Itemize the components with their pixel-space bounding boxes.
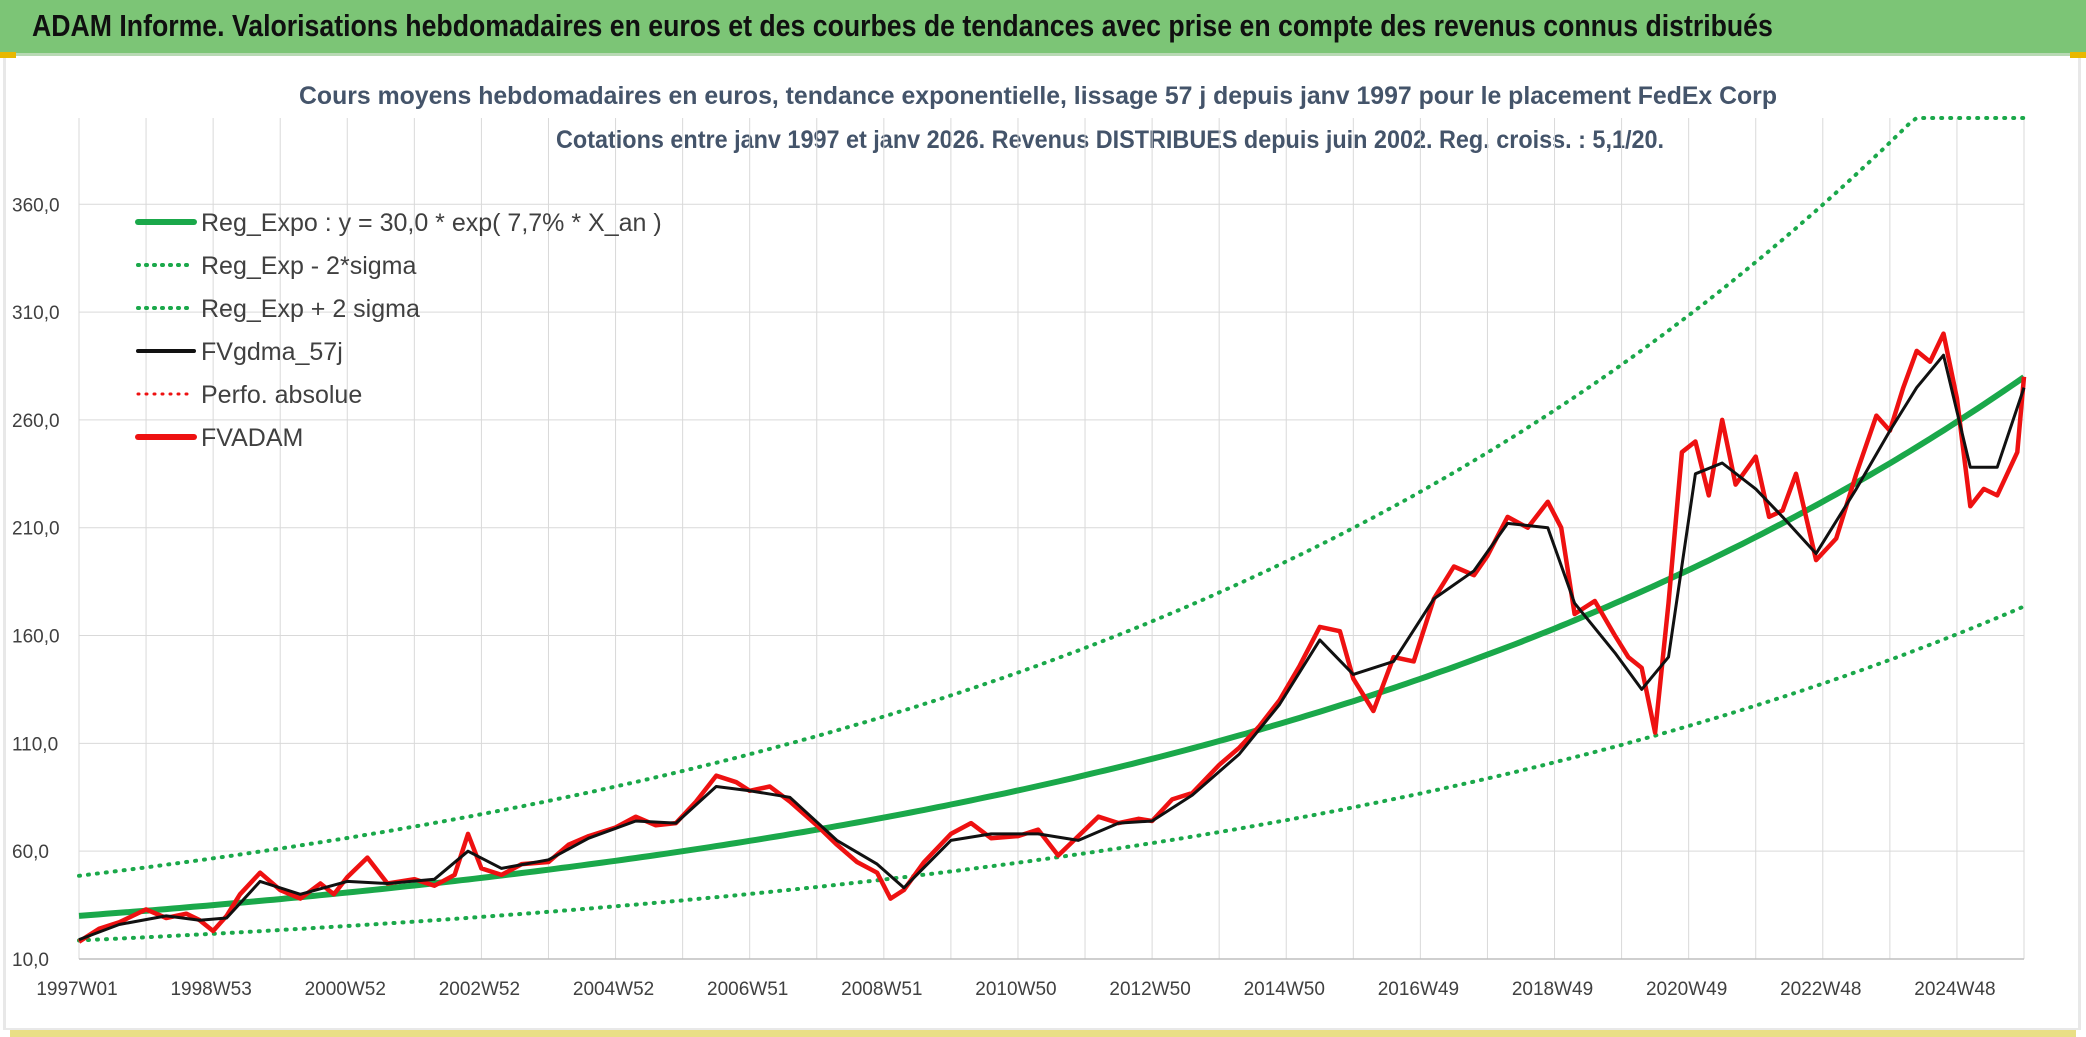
x-tick-label: 2018W49 bbox=[1512, 979, 1593, 1000]
legend-item: FVADAM bbox=[135, 424, 303, 452]
reg-exp-plus-2sigma-line bbox=[77, 116, 2026, 878]
legend-label: FVgdma_57j bbox=[201, 338, 343, 366]
chart-panel bbox=[3, 58, 2081, 1030]
y-tick-label: 10,0 bbox=[12, 950, 49, 971]
legend: Reg_Expo : y = 30,0 * exp( 7,7% * X_an )… bbox=[135, 209, 662, 452]
legend-item: Perfo. absolue bbox=[136, 381, 362, 409]
gridlines bbox=[78, 118, 2025, 960]
x-tick-label: 2014W50 bbox=[1244, 979, 1325, 1000]
chart-subtitle: Cotations entre janv 1997 et janv 2026. … bbox=[556, 126, 1664, 154]
y-tick-label: 360,0 bbox=[12, 195, 60, 216]
axis-labels: 10,0 60,0 110,0 160,0 210,0 260,0 310,0 360,0 19… bbox=[12, 195, 2024, 1000]
fvadam-series-line bbox=[77, 331, 2027, 944]
x-tick-label: 2010W50 bbox=[975, 979, 1056, 1000]
report-title: ADAM Informe. Valorisations hebdomadaire… bbox=[32, 8, 1773, 43]
reg-expo-trend-line bbox=[78, 374, 2026, 919]
y-tick-label: 160,0 bbox=[12, 627, 60, 648]
x-tick-label: 2006W51 bbox=[707, 979, 788, 1000]
x-tick-label: 2012W50 bbox=[1109, 979, 1190, 1000]
x-tick-label: 1997W01 bbox=[36, 979, 117, 1000]
legend-item: Reg_Expo : y = 30,0 * exp( 7,7% * X_an ) bbox=[135, 209, 662, 237]
x-tick-label: 2002W52 bbox=[439, 979, 520, 1000]
header-bar: ADAM Informe. Valorisations hebdomadaire… bbox=[0, 0, 2086, 56]
y-tick-label: 310,0 bbox=[12, 303, 60, 324]
x-tick-label: 2024W48 bbox=[1914, 979, 1995, 1000]
y-tick-label: 260,0 bbox=[12, 411, 60, 432]
chart-area: Cours moyens hebdomadaires en euros, ten… bbox=[12, 82, 2027, 1000]
corner-marker-left bbox=[0, 52, 16, 58]
legend-item: FVgdma_57j bbox=[136, 338, 343, 366]
legend-item: Reg_Exp + 2 sigma bbox=[136, 295, 420, 323]
x-tick-label: 2022W48 bbox=[1780, 979, 1861, 1000]
x-tick-label: 2008W51 bbox=[841, 979, 922, 1000]
legend-label: Perfo. absolue bbox=[201, 381, 362, 409]
x-tick-label: 2016W49 bbox=[1378, 979, 1459, 1000]
legend-label: Reg_Expo : y = 30,0 * exp( 7,7% * X_an ) bbox=[201, 209, 662, 237]
corner-marker-right bbox=[2070, 52, 2086, 58]
legend-label: FVADAM bbox=[201, 424, 303, 452]
legend-label: Reg_Exp - 2*sigma bbox=[201, 252, 416, 280]
legend-item: Reg_Exp - 2*sigma bbox=[136, 252, 416, 280]
legend-label: Reg_Exp + 2 sigma bbox=[201, 295, 420, 323]
x-tick-label: 2000W52 bbox=[305, 979, 386, 1000]
chart-title: Cours moyens hebdomadaires en euros, ten… bbox=[299, 82, 1777, 110]
y-tick-label: 210,0 bbox=[12, 519, 60, 540]
fvgdma-57j-series-line bbox=[78, 353, 2026, 942]
plot-series bbox=[77, 116, 2027, 944]
bottom-scroll-bar bbox=[10, 1030, 2076, 1037]
x-tick-label: 2020W49 bbox=[1646, 979, 1727, 1000]
y-tick-label: 110,0 bbox=[12, 734, 58, 755]
reg-exp-minus-2sigma-line bbox=[77, 604, 2026, 943]
x-tick-label: 1998W53 bbox=[170, 979, 251, 1000]
x-tick-label: 2004W52 bbox=[573, 979, 654, 1000]
y-tick-label: 60,0 bbox=[12, 842, 49, 863]
